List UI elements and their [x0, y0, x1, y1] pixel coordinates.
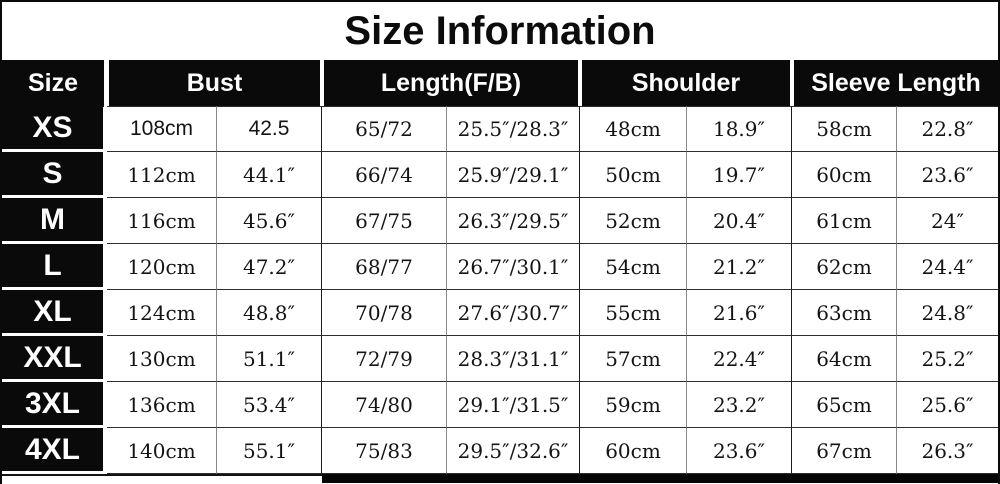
- length-in-cell: 27.6″/30.7″: [447, 290, 580, 336]
- sleeve-in-cell: 24″: [897, 198, 998, 244]
- length-in-cell: 28.3″/31.1″: [447, 336, 580, 382]
- bust-in-cell: 45.6″: [217, 198, 322, 244]
- bust-cm-cell: 130cm: [107, 336, 217, 382]
- size-label: XS: [2, 106, 103, 149]
- shoulder-in-cell: 20.4″: [687, 198, 792, 244]
- length-in-cell: 26.7″/30.1″: [447, 244, 580, 290]
- sleeve-in-cell: 26.3″: [897, 428, 998, 474]
- shoulder-in-cell: 18.9″: [687, 106, 792, 152]
- sleeve-cm-cell: 60cm: [792, 152, 897, 198]
- sleeve-cm-cell: 61cm: [792, 198, 897, 244]
- length-cm-cell: 66/74: [322, 152, 447, 198]
- sleeve-cm-cell: 63cm: [792, 290, 897, 336]
- shoulder-cm-cell: 59cm: [580, 382, 687, 428]
- shoulder-cm-cell: 54cm: [580, 244, 687, 290]
- sleeve-cm-cell: 64cm: [792, 336, 897, 382]
- col-header-length: Length(F/B): [324, 60, 578, 107]
- length-cm-cell: 74/80: [322, 382, 447, 428]
- length-cm-cell: 65/72: [322, 106, 447, 152]
- shoulder-in-cell: 21.6″: [687, 290, 792, 336]
- bust-cm-cell: 108cm: [107, 106, 217, 152]
- bust-in-cell: 53.4″: [217, 382, 322, 428]
- shoulder-in-cell: 22.4″: [687, 336, 792, 382]
- bottom-edge-bar: [322, 474, 998, 483]
- size-label: 3XL: [2, 382, 103, 425]
- col-header-size: Size: [2, 60, 104, 107]
- size-label: S: [2, 152, 103, 195]
- bottom-edge: [2, 474, 998, 483]
- length-in-cell: 26.3″/29.5″: [447, 198, 580, 244]
- shoulder-cm-cell: 60cm: [580, 428, 687, 474]
- bust-in-cell: 55.1″: [217, 428, 322, 474]
- length-in-cell: 29.1″/31.5″: [447, 382, 580, 428]
- sleeve-cm-cell: 58cm: [792, 106, 897, 152]
- sleeve-in-cell: 23.6″: [897, 152, 998, 198]
- sleeve-in-cell: 22.8″: [897, 106, 998, 152]
- length-cm-cell: 68/77: [322, 244, 447, 290]
- bust-cm-cell: 140cm: [107, 428, 217, 474]
- shoulder-cm-cell: 48cm: [580, 106, 687, 152]
- shoulder-in-cell: 23.6″: [687, 428, 792, 474]
- title-bar: Size Information: [2, 2, 998, 60]
- col-header-bust: Bust: [109, 60, 320, 107]
- size-label: L: [2, 244, 103, 287]
- bust-cm-cell: 116cm: [107, 198, 217, 244]
- shoulder-cm-cell: 57cm: [580, 336, 687, 382]
- length-cm-cell: 75/83: [322, 428, 447, 474]
- size-label: XXL: [2, 336, 103, 379]
- col-header-shoulder: Shoulder: [582, 60, 790, 107]
- sleeve-in-cell: 25.2″: [897, 336, 998, 382]
- length-cm-cell: 72/79: [322, 336, 447, 382]
- size-label: 4XL: [2, 428, 103, 471]
- shoulder-cm-cell: 50cm: [580, 152, 687, 198]
- sleeve-cm-cell: 67cm: [792, 428, 897, 474]
- size-label: M: [2, 198, 103, 241]
- shoulder-cm-cell: 55cm: [580, 290, 687, 336]
- bust-in-cell: 48.8″: [217, 290, 322, 336]
- length-in-cell: 25.5″/28.3″: [447, 106, 580, 152]
- bottom-edge-left: [2, 474, 322, 483]
- bust-in-cell: 42.5: [217, 106, 322, 152]
- sleeve-in-cell: 24.8″: [897, 290, 998, 336]
- length-in-cell: 25.9″/29.1″: [447, 152, 580, 198]
- shoulder-in-cell: 23.2″: [687, 382, 792, 428]
- sleeve-in-cell: 24.4″: [897, 244, 998, 290]
- bust-cm-cell: 120cm: [107, 244, 217, 290]
- size-label: XL: [2, 290, 103, 333]
- length-in-cell: 29.5″/32.6″: [447, 428, 580, 474]
- bust-cm-cell: 112cm: [107, 152, 217, 198]
- page-title: Size Information: [344, 8, 656, 53]
- bust-cm-cell: 136cm: [107, 382, 217, 428]
- col-header-sleeve: Sleeve Length: [794, 60, 998, 107]
- size-table: Size Bust Length(F/B) Shoulder Sleeve Le…: [2, 60, 998, 474]
- bust-in-cell: 47.2″: [217, 244, 322, 290]
- shoulder-cm-cell: 52cm: [580, 198, 687, 244]
- bust-in-cell: 44.1″: [217, 152, 322, 198]
- length-cm-cell: 67/75: [322, 198, 447, 244]
- sleeve-cm-cell: 62cm: [792, 244, 897, 290]
- length-cm-cell: 70/78: [322, 290, 447, 336]
- bust-in-cell: 51.1″: [217, 336, 322, 382]
- shoulder-in-cell: 19.7″: [687, 152, 792, 198]
- bust-cm-cell: 124cm: [107, 290, 217, 336]
- sleeve-cm-cell: 65cm: [792, 382, 897, 428]
- shoulder-in-cell: 21.2″: [687, 244, 792, 290]
- sleeve-in-cell: 25.6″: [897, 382, 998, 428]
